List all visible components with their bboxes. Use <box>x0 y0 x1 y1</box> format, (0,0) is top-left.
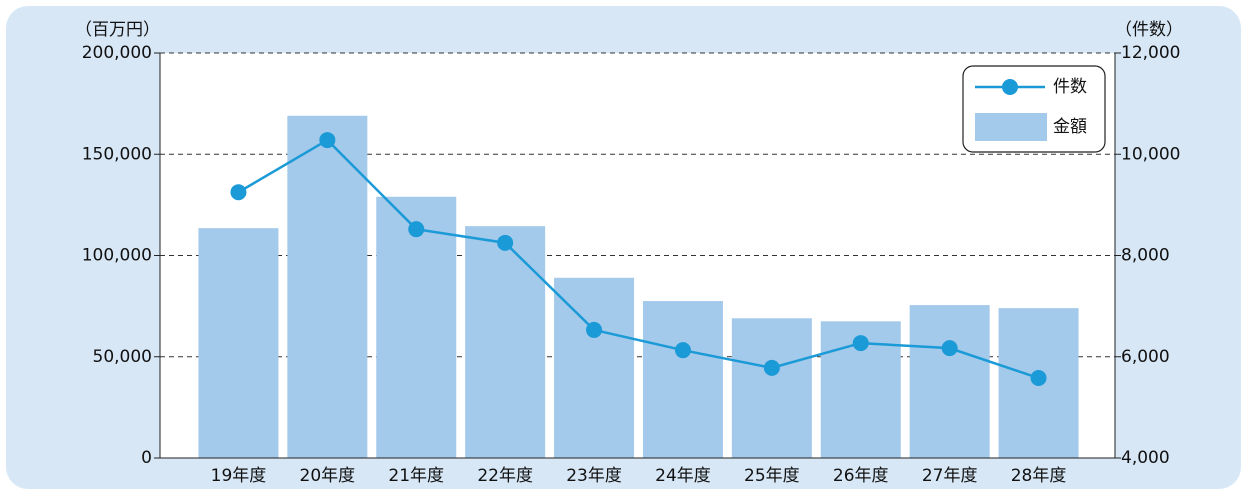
bar <box>554 277 635 458</box>
bar <box>198 228 279 458</box>
legend-swatch <box>975 113 1047 141</box>
point <box>319 132 336 149</box>
bar <box>909 305 990 458</box>
bar <box>731 318 812 458</box>
y-tick-label: 100,000 <box>82 246 152 266</box>
y-tick-label: 0 <box>141 448 152 468</box>
bar <box>376 196 457 458</box>
x-tick-label: 27年度 <box>922 466 978 486</box>
x-tick-label: 25年度 <box>744 466 800 486</box>
x-tick-label: 20年度 <box>300 466 356 486</box>
bar <box>287 115 368 459</box>
point <box>1030 370 1047 387</box>
point <box>941 340 958 357</box>
y-tick-label: 50,000 <box>93 347 152 367</box>
y2-tick-label: 12,000 <box>1121 43 1180 63</box>
bar <box>465 226 546 458</box>
x-tick-label: 22年度 <box>477 466 533 486</box>
y2-tick-label: 6,000 <box>1121 347 1170 367</box>
legend-label: 金額 <box>1053 117 1087 137</box>
point <box>230 184 247 201</box>
y-unit-label: （百万円） <box>75 20 160 40</box>
y-tick-label: 200,000 <box>82 43 152 63</box>
point <box>674 342 691 359</box>
x-tick-label: 24年度 <box>655 466 711 486</box>
y2-unit-label: （件数） <box>1115 20 1183 40</box>
y2-tick-label: 4,000 <box>1121 448 1170 468</box>
x-tick-label: 28年度 <box>1011 466 1067 486</box>
x-tick-label: 21年度 <box>388 466 444 486</box>
line <box>237 138 1039 380</box>
point <box>497 234 514 251</box>
y-tick-label: 150,000 <box>82 144 152 164</box>
point <box>586 321 603 338</box>
y2-tick-label: 8,000 <box>1121 246 1170 266</box>
y2-tick-label: 10,000 <box>1121 144 1180 164</box>
x-tick-label: 19年度 <box>211 466 267 486</box>
legend-label: 件数 <box>1053 77 1087 97</box>
point <box>408 221 425 238</box>
legend-point <box>1002 79 1018 95</box>
bar <box>642 301 723 458</box>
x-tick-label: 26年度 <box>833 466 889 486</box>
x-tick-label: 23年度 <box>566 466 622 486</box>
point <box>763 359 780 376</box>
point <box>852 335 869 352</box>
